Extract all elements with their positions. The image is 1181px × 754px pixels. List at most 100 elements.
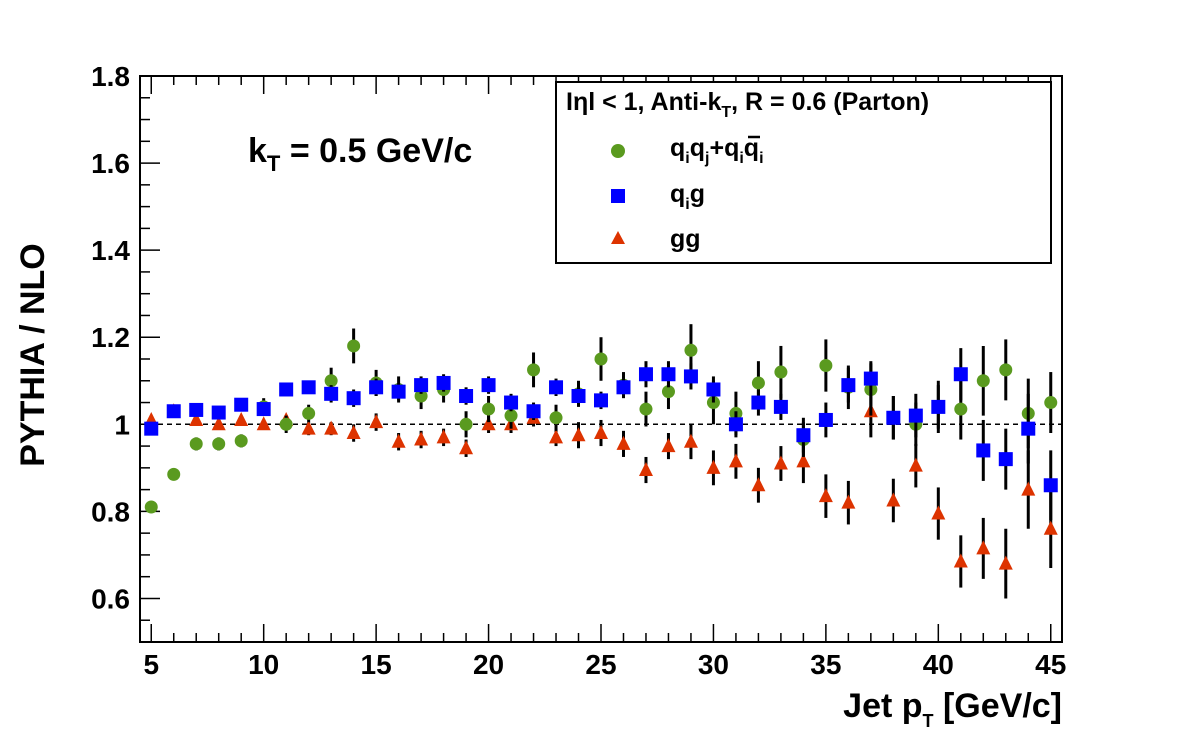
data-point-qg <box>436 375 451 390</box>
data-point-qg <box>346 391 361 406</box>
data-point-gg <box>1021 481 1036 496</box>
legend-marker-gg <box>611 231 625 244</box>
data-point-qg <box>301 380 316 395</box>
data-point-qg <box>1043 478 1058 493</box>
data-point-qg <box>683 369 698 384</box>
data-point-qq <box>549 411 563 425</box>
data-point-qq <box>1044 396 1058 410</box>
data-point-qq <box>999 363 1013 377</box>
data-point-qq <box>527 363 541 377</box>
data-point-qq <box>324 374 338 388</box>
data-point-qg <box>638 367 653 382</box>
data-point-qq <box>212 437 226 451</box>
data-point-gg <box>481 416 496 431</box>
data-point-gg <box>818 488 833 503</box>
data-point-gg <box>369 414 384 429</box>
data-point-gg <box>346 425 361 440</box>
data-point-gg <box>796 453 811 468</box>
data-point-gg <box>436 429 451 444</box>
data-point-qq <box>594 352 608 366</box>
data-point-gg <box>324 420 339 435</box>
y-tick-label: 1.8 <box>91 61 130 92</box>
y-tick-label: 1.2 <box>91 322 130 353</box>
data-point-qq <box>189 437 203 451</box>
data-point-qq <box>976 374 990 388</box>
legend-label-qq: qiqj+qiqi <box>670 134 764 167</box>
data-point-qg <box>234 397 249 412</box>
data-point-qg <box>953 367 968 382</box>
legend: Iηl < 1, Anti-kT, R = 0.6 (Parton) qiqj+… <box>555 81 1052 264</box>
data-point-gg <box>728 453 743 468</box>
data-point-gg <box>301 420 316 435</box>
data-point-qq <box>302 406 316 420</box>
data-point-gg <box>908 457 923 472</box>
data-point-qg <box>549 380 564 395</box>
data-point-qq <box>279 417 293 431</box>
data-point-gg <box>234 411 249 426</box>
data-point-gg <box>706 459 721 474</box>
data-point-qg <box>886 410 901 425</box>
data-point-gg <box>976 540 991 555</box>
data-point-qg <box>571 389 586 404</box>
data-layer <box>144 324 1058 599</box>
data-point-qq <box>482 402 496 416</box>
data-point-gg <box>773 455 788 470</box>
data-point-qg <box>391 384 406 399</box>
x-tick-label: 40 <box>923 649 954 680</box>
data-point-qg <box>144 421 159 436</box>
data-point-qg <box>706 382 721 397</box>
kt-annotation: kT = 0.5 GeV/c <box>248 132 472 176</box>
data-point-qg <box>166 404 181 419</box>
data-point-gg <box>571 427 586 442</box>
x-axis-ticks: 5 10 15 20 25 30 35 40 45 <box>143 76 1066 680</box>
data-point-gg <box>953 553 968 568</box>
data-point-qq <box>459 417 473 431</box>
data-point-qg <box>818 412 833 427</box>
data-point-qg <box>998 452 1013 467</box>
data-point-gg <box>594 425 608 440</box>
data-point-qq <box>347 339 361 353</box>
y-axis-ticks: 0.6 0.8 1 1.2 1.4 1.6 1.8 <box>91 61 160 643</box>
data-point-gg <box>616 435 631 450</box>
data-point-qg <box>976 443 991 458</box>
data-point-gg <box>998 555 1013 570</box>
data-point-gg <box>931 505 946 520</box>
data-point-qg <box>863 371 878 386</box>
data-point-qg <box>751 395 766 410</box>
data-point-qg <box>369 380 384 395</box>
y-axis-title: PYTHIA / NLO <box>14 243 52 467</box>
legend-label-qg: qig <box>670 180 705 213</box>
data-point-qq <box>684 343 698 357</box>
data-point-qg <box>728 417 743 432</box>
data-point-qg <box>459 389 474 404</box>
data-point-qq <box>234 434 248 448</box>
data-point-qq <box>751 376 765 390</box>
data-point-qg <box>504 395 519 410</box>
data-point-qg <box>773 399 788 414</box>
data-point-gg <box>211 416 226 431</box>
x-tick-label: 15 <box>361 649 392 680</box>
data-point-qq <box>144 500 158 514</box>
data-point-gg <box>886 492 901 507</box>
x-tick-label: 10 <box>248 649 279 680</box>
x-tick-label: 5 <box>143 649 159 680</box>
data-point-qg <box>661 367 676 382</box>
data-point-qq <box>661 385 675 399</box>
data-point-gg <box>683 433 698 448</box>
data-point-qg <box>526 404 541 419</box>
data-point-qg <box>908 408 923 423</box>
data-point-qg <box>189 402 204 417</box>
legend-marker-qq <box>611 144 625 158</box>
data-point-qg <box>1021 421 1036 436</box>
data-point-gg <box>1043 520 1058 535</box>
data-point-qq <box>167 467 181 481</box>
x-tick-label: 20 <box>473 649 504 680</box>
data-point-qg <box>841 378 856 393</box>
data-point-qq <box>954 402 968 416</box>
data-point-qq <box>414 389 428 403</box>
data-point-qq <box>504 409 518 423</box>
x-tick-label: 35 <box>810 649 841 680</box>
data-point-qg <box>279 382 294 397</box>
x-tick-label: 30 <box>698 649 729 680</box>
x-axis-title: Jet pT [GeV/c] <box>843 687 1062 731</box>
